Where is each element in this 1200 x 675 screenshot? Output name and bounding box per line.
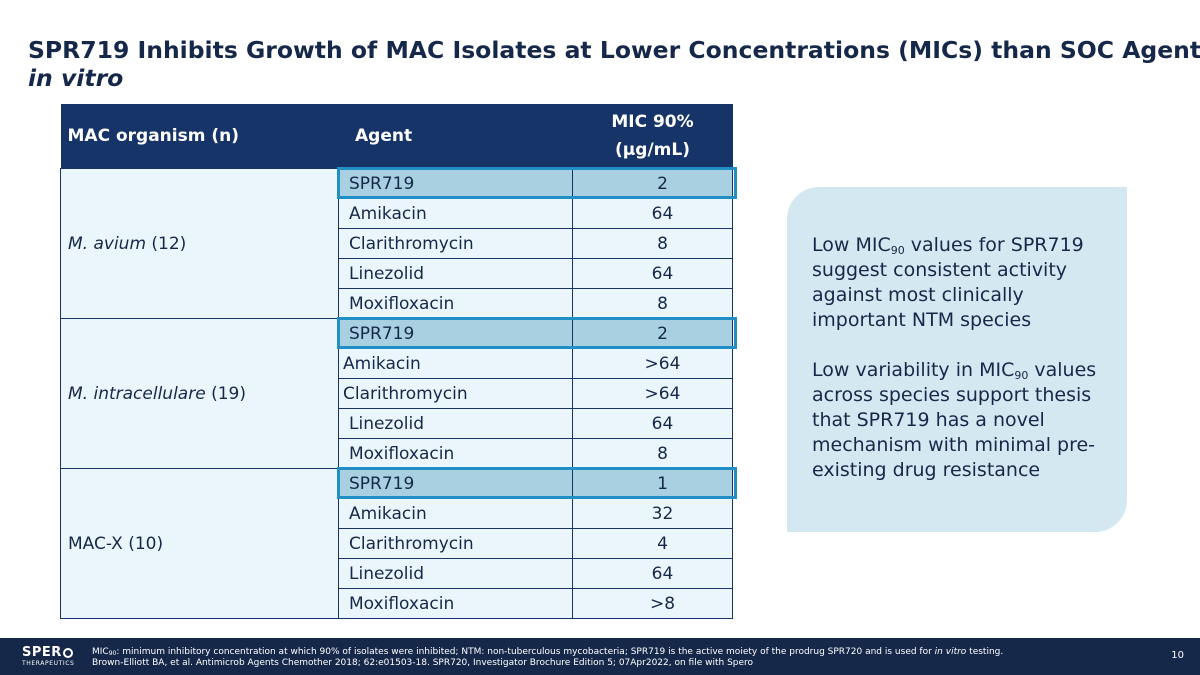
- organism-cell-intracellulare: M. intracellulare (19): [60, 318, 339, 469]
- callout-text: Low MIC90 values for SPR719 suggest cons…: [812, 233, 1112, 483]
- header-mic-line1: MIC 90%: [611, 112, 694, 132]
- mic-cell: >64: [572, 378, 733, 409]
- agent-cell: Clarithromycin: [338, 528, 573, 559]
- footnote-post: testing.: [966, 647, 1004, 657]
- header-organism: MAC organism (n): [60, 104, 339, 169]
- table-row: Amikacin 64: [61, 198, 733, 229]
- table-header-row: MAC organism (n) Agent MIC 90% (µg/mL): [60, 104, 733, 169]
- header-mic: MIC 90% (µg/mL): [572, 104, 733, 169]
- organism-cell-macx: MAC-X (10): [60, 468, 339, 619]
- agent-cell: Linezolid: [338, 408, 573, 439]
- mic-cell: 64: [572, 258, 733, 289]
- table-row: Moxifloxacin >8: [61, 588, 733, 619]
- table-row: Moxifloxacin 8: [61, 438, 733, 469]
- header-mic-line2: (µg/mL): [615, 140, 690, 160]
- mic-cell: 64: [572, 198, 733, 229]
- logo-subtitle: THERAPEUTICS: [22, 660, 75, 667]
- logo-circle-icon: [62, 647, 73, 658]
- slide-title-line1: SPR719 Inhibits Growth of MAC Isolates a…: [28, 36, 1200, 64]
- footnote-mid: : minimum inhibitory concentration at wh…: [116, 647, 935, 657]
- spr719-highlight-box-macx: [337, 467, 737, 499]
- mic-cell: 32: [572, 498, 733, 529]
- table-row: Linezolid 64: [61, 408, 733, 439]
- callout-p2-sub: 90: [1014, 369, 1029, 382]
- footnote-line1: MIC90: minimum inhibitory concentration …: [92, 647, 1003, 658]
- callout-panel: [787, 187, 1127, 532]
- slide-title-line2: in vitro: [28, 64, 124, 92]
- agent-cell: Linezolid: [338, 258, 573, 289]
- organism-cell-avium: M. avium (12): [60, 168, 339, 319]
- callout-p1-post: values for SPR719 suggest consistent act…: [812, 234, 1084, 331]
- table-row: MAC-X (10) SPR719 1: [60, 468, 733, 619]
- header-agent: Agent: [338, 104, 573, 169]
- callout-paragraph-2: Low variability in MIC90 values across s…: [812, 358, 1112, 483]
- page-number: 10: [1171, 650, 1184, 661]
- agent-cell: Amikacin: [338, 198, 573, 229]
- spr719-highlight-box-avium: [337, 167, 737, 199]
- logo-wordmark: SPER: [22, 646, 74, 659]
- callout-p1-sub: 90: [890, 244, 905, 257]
- mic-cell: 8: [572, 228, 733, 259]
- mic-cell: 2: [572, 318, 733, 349]
- organism-count: (19): [211, 383, 246, 404]
- mic-cell: >8: [572, 588, 733, 619]
- mic-cell: 8: [572, 438, 733, 469]
- agent-cell: Moxifloxacin: [338, 588, 573, 619]
- footnotes: MIC90: minimum inhibitory concentration …: [92, 647, 1003, 669]
- agent-cell: SPR719: [338, 168, 573, 199]
- footnote-italic: in vitro: [934, 647, 967, 657]
- footnote-mic-sub: 90: [108, 650, 117, 657]
- agent-cell: Moxifloxacin: [338, 438, 573, 469]
- table-row: Amikacin 32: [61, 498, 733, 529]
- callout-paragraph-1: Low MIC90 values for SPR719 suggest cons…: [812, 233, 1112, 333]
- table-row: Clarithromycin 8: [61, 228, 733, 259]
- table-row: Moxifloxacin 8: [61, 288, 733, 319]
- mic-cell: 4: [572, 528, 733, 559]
- callout-p1-pre: Low MIC: [812, 234, 891, 256]
- table-row: M. avium (12) SPR719 2: [60, 168, 733, 319]
- slide-title: SPR719 Inhibits Growth of MAC Isolates a…: [28, 36, 1200, 92]
- agent-cell: SPR719: [338, 318, 573, 349]
- callout-p2-pre: Low variability in MIC: [812, 359, 1015, 381]
- footer-bar: SPER THERAPEUTICS MIC90: minimum inhibit…: [0, 638, 1200, 675]
- mic-cell: 64: [572, 408, 733, 439]
- mic-cell: 8: [572, 288, 733, 319]
- callout-p2-post: values across species support thesis tha…: [812, 359, 1097, 481]
- organism-count: (12): [151, 233, 187, 254]
- mic-cell: 2: [572, 168, 733, 199]
- agent-cell: Linezolid: [338, 558, 573, 589]
- footnote-line2: Brown-Elliott BA, et al. Antimicrob Agen…: [92, 658, 754, 668]
- agent-cell: Amikacin: [338, 498, 573, 529]
- spr719-highlight-box-intracellulare: [337, 317, 737, 349]
- organism-name: M. avium: [68, 233, 147, 254]
- spero-logo: SPER THERAPEUTICS: [22, 646, 74, 669]
- table-row: Clarithromycin >64: [61, 378, 733, 409]
- footnote-mic: MIC: [92, 647, 109, 657]
- organism-name: M. intracellulare: [68, 383, 206, 404]
- mic-cell: 64: [572, 558, 733, 589]
- table-row: Amikacin >64: [61, 348, 733, 379]
- logo-text: SPER: [22, 645, 62, 660]
- table-row: Linezolid 64: [61, 258, 733, 289]
- table-row: Clarithromycin 4: [61, 528, 733, 559]
- mic-table: MAC organism (n) Agent MIC 90% (µg/mL) M.…: [60, 104, 733, 619]
- agent-cell: Clarithromycin: [338, 228, 573, 259]
- mic-cell: >64: [572, 348, 733, 379]
- agent-cell: Clarithromycin: [338, 378, 573, 409]
- table-row: Linezolid 64: [61, 558, 733, 589]
- agent-cell: Moxifloxacin: [338, 288, 573, 319]
- agent-cell: Amikacin: [338, 348, 573, 379]
- table-row: M. intracellulare (19) SPR719 2: [60, 318, 733, 469]
